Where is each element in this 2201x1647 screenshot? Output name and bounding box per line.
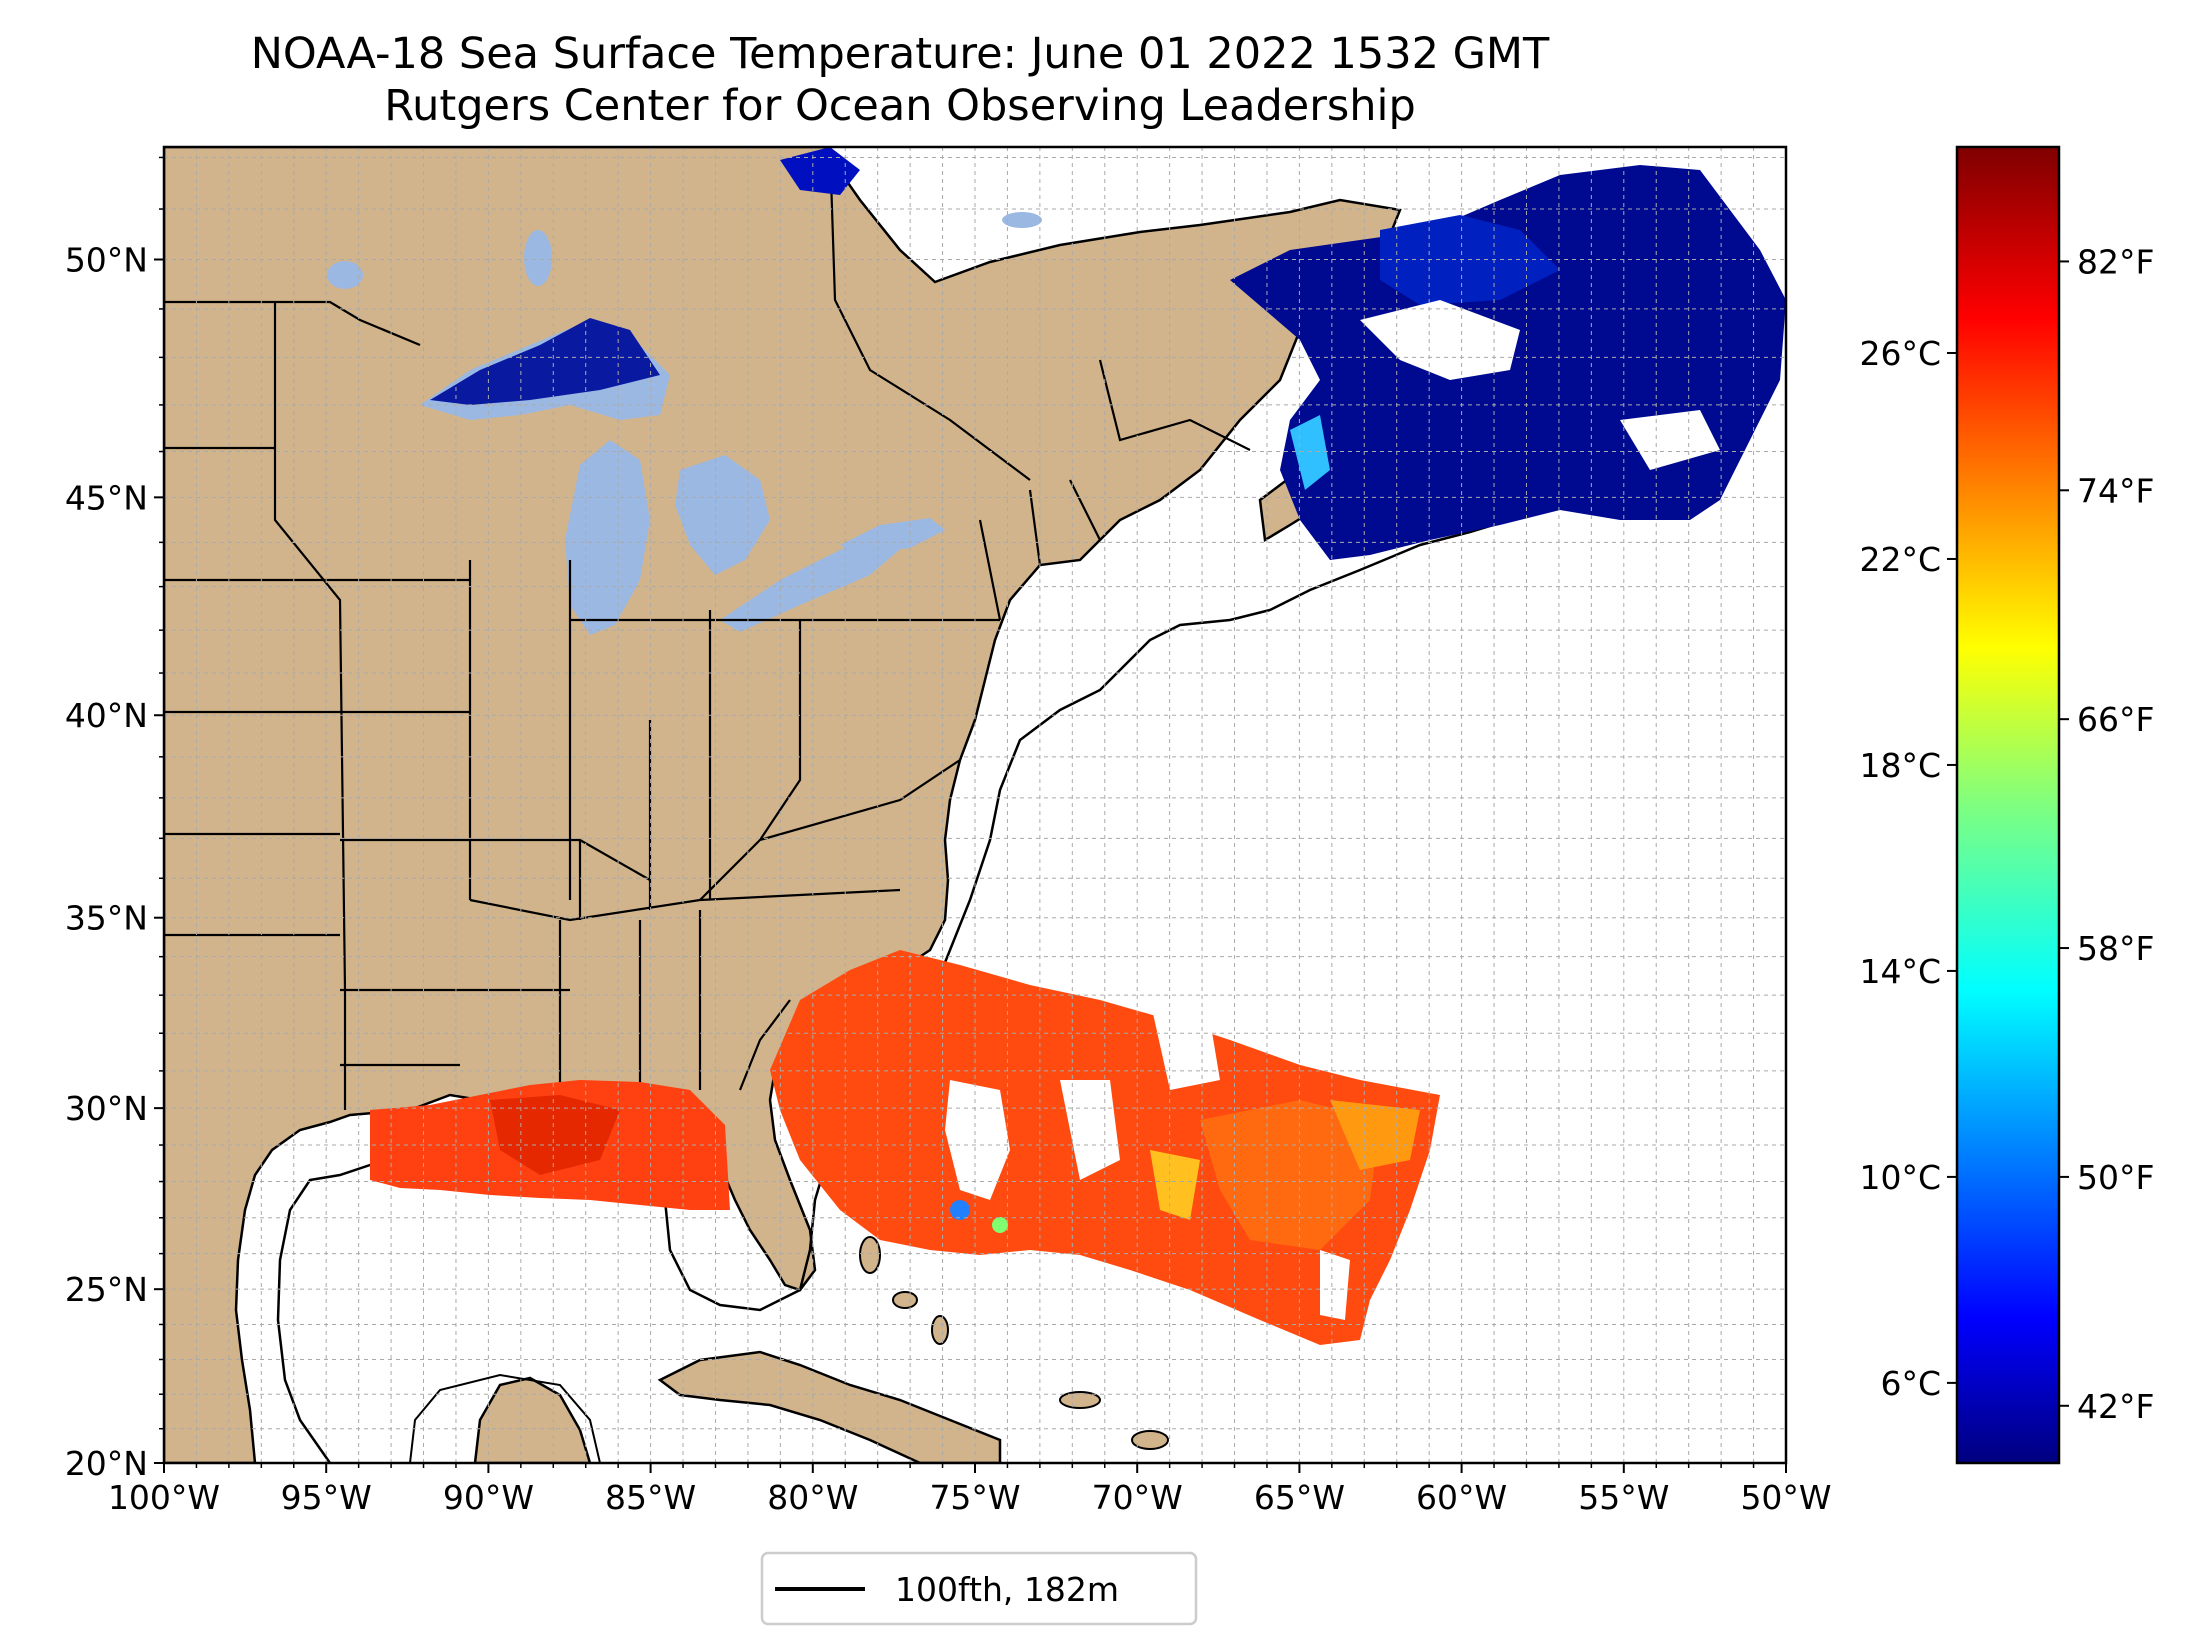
sst-swath-northeast bbox=[430, 147, 1786, 560]
celsius-tick-label: 10°C bbox=[1859, 1158, 1941, 1197]
colorbar-celsius-ticks: 6°C 10°C 14°C 18°C 22°C 26°C bbox=[1859, 334, 1957, 1403]
fahrenheit-tick-label: 66°F bbox=[2077, 700, 2154, 739]
map-gridlines bbox=[164, 147, 1786, 1463]
lat-tick-label: 50°N bbox=[65, 240, 148, 279]
celsius-tick-label: 22°C bbox=[1859, 540, 1941, 579]
yucatan-land bbox=[473, 1376, 592, 1463]
lon-tick-label: 100°W bbox=[108, 1478, 220, 1517]
map-subtitle: Rutgers Center for Ocean Observing Leade… bbox=[384, 81, 1416, 131]
lon-tick-label: 65°W bbox=[1254, 1478, 1345, 1517]
map-area bbox=[164, 147, 1786, 1463]
celsius-tick-label: 14°C bbox=[1859, 952, 1941, 991]
colorbar: 6°C 10°C 14°C 18°C 22°C 26°C 42°F 50°F 58°F 66°F… bbox=[1859, 145, 2154, 1465]
lon-tick-label: 75°W bbox=[929, 1478, 1020, 1517]
lon-tick-label: 50°W bbox=[1740, 1478, 1831, 1517]
legend: 100fth, 182m bbox=[760, 1551, 1198, 1626]
lon-tick-label: 55°W bbox=[1578, 1478, 1669, 1517]
lat-tick-label: 35°N bbox=[65, 899, 148, 938]
celsius-tick-label: 26°C bbox=[1859, 334, 1941, 373]
longitude-axis: 100°W 95°W 90°W 85°W 80°W 75°W 70°W 65°W 60°W 55°… bbox=[108, 1463, 1832, 1517]
sst-swath-lake-superior bbox=[430, 318, 660, 405]
lat-tick-label: 20°N bbox=[65, 1444, 148, 1483]
lon-tick-label: 70°W bbox=[1092, 1478, 1183, 1517]
fahrenheit-tick-label: 74°F bbox=[2077, 471, 2154, 510]
celsius-tick-label: 18°C bbox=[1859, 746, 1941, 785]
fahrenheit-tick-label: 50°F bbox=[2077, 1158, 2154, 1197]
legend-box bbox=[760, 1551, 1198, 1626]
colorbar-fahrenheit-ticks: 42°F 50°F 58°F 66°F 74°F 82°F bbox=[2059, 242, 2154, 1426]
lon-tick-label: 80°W bbox=[767, 1478, 858, 1517]
lat-tick-label: 25°N bbox=[65, 1270, 148, 1309]
lon-tick-label: 90°W bbox=[443, 1478, 534, 1517]
lon-tick-label: 60°W bbox=[1416, 1478, 1507, 1517]
fahrenheit-tick-label: 42°F bbox=[2077, 1387, 2154, 1426]
lon-tick-label: 95°W bbox=[281, 1478, 372, 1517]
lat-tick-label: 30°N bbox=[65, 1089, 148, 1128]
latitude-axis: 20°N 25°N 30°N 35°N 40°N 45°N 50°N bbox=[65, 156, 164, 1483]
map-title: NOAA-18 Sea Surface Temperature: June 01… bbox=[250, 29, 1550, 79]
lon-tick-label: 85°W bbox=[605, 1478, 696, 1517]
celsius-tick-label: 6°C bbox=[1880, 1364, 1941, 1403]
lat-tick-label: 40°N bbox=[65, 696, 148, 735]
fahrenheit-tick-label: 58°F bbox=[2077, 929, 2154, 968]
legend-label-isobath: 100fth, 182m bbox=[895, 1570, 1119, 1609]
isobath-yucatan bbox=[409, 1373, 601, 1463]
lat-tick-label: 45°N bbox=[65, 478, 148, 517]
fahrenheit-tick-label: 82°F bbox=[2077, 242, 2154, 281]
bahamas bbox=[859, 1236, 1169, 1450]
lake-huron bbox=[675, 455, 770, 575]
colorbar-gradient bbox=[1955, 145, 2061, 1465]
lake-ontario bbox=[840, 518, 945, 555]
